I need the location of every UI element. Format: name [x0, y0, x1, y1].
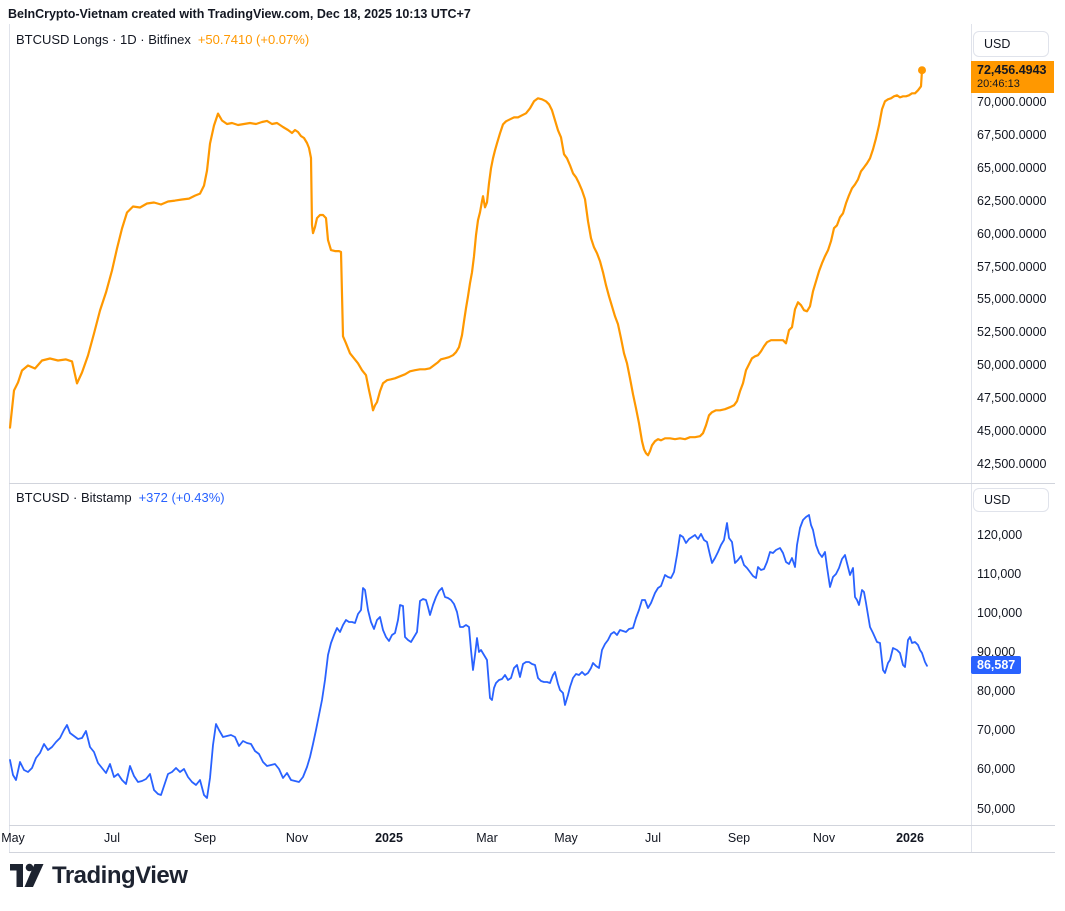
price-tick-label: 70,000	[977, 723, 1016, 738]
tradingview-logo-icon	[10, 863, 44, 889]
time-tick-label: May	[1, 831, 25, 845]
price-tick-label: 67,500.0000	[977, 127, 1047, 142]
price-tick-label: 60,000	[977, 762, 1016, 777]
pane2-change-value: +372 (+0.43%)	[138, 490, 225, 505]
price-tick-label: 42,500.0000	[977, 457, 1047, 471]
price-tick-label: 45,000.0000	[977, 424, 1047, 439]
price-tick-label: 120,000	[977, 527, 1023, 542]
price-tick-label: 55,000.0000	[977, 292, 1047, 307]
price-tick-label: 47,500.0000	[977, 391, 1047, 406]
price-tick-label: 60,000.0000	[977, 226, 1047, 241]
price-tick-label: 50,000.0000	[977, 358, 1047, 373]
btcusd-bitstamp-line	[9, 514, 928, 799]
price-tick-label: 70,000.0000	[977, 95, 1047, 109]
time-tick-label: Nov	[285, 831, 309, 845]
pane1-symbol-title: BTCUSD Longs · 1D · Bitfinex	[16, 32, 191, 47]
time-tick-label: Jul	[645, 831, 661, 845]
pane1-currency-button[interactable]: USD	[973, 31, 1049, 57]
widget-bottom-border	[9, 852, 1055, 853]
last-price-dot	[918, 66, 926, 75]
pane2-legend[interactable]: BTCUSD · Bitstamp +372 (+0.43%)	[16, 490, 225, 505]
pane2-symbol-title: BTCUSD · Bitstamp	[16, 490, 132, 505]
time-tick-label: Sep	[193, 831, 217, 845]
price-tick-label: 57,500.0000	[977, 259, 1047, 274]
price-tick-label: 65,000.0000	[977, 160, 1047, 175]
pane1-change-value: +50.7410 (+0.07%)	[197, 32, 310, 47]
tradingview-logo-text: TradingView	[52, 862, 188, 889]
time-axis-border	[9, 825, 1055, 826]
time-tick-label: 2026	[896, 831, 924, 845]
chart-plot-area[interactable]	[0, 0, 971, 853]
pane-left-border	[9, 24, 10, 853]
pane1-legend[interactable]: BTCUSD Longs · 1D · Bitfinex +50.7410 (+0…	[16, 32, 309, 47]
time-tick-label: Mar	[476, 831, 498, 845]
btcusd-longs-line	[8, 69, 924, 457]
pane2-last-price-label: 86,587	[971, 656, 1021, 675]
price-tick-label: 50,000	[977, 801, 1016, 816]
price-tick-label: 80,000	[977, 684, 1016, 699]
attribution-text: BeInCrypto-Vietnam created with TradingV…	[8, 7, 471, 21]
time-tick-label: May	[554, 831, 578, 845]
time-tick-label: Jul	[104, 831, 120, 845]
price-tick-label: 52,500.0000	[977, 325, 1047, 340]
time-tick-label: Sep	[727, 831, 751, 845]
pane2-currency-button[interactable]: USD	[973, 488, 1049, 512]
price-tick-label: 90,000	[977, 644, 1016, 659]
pane1-bar-countdown: 20:46:13	[977, 78, 1020, 91]
price-axis-border	[971, 24, 972, 853]
time-tick-label: 2025	[375, 831, 403, 845]
price-tick-label: 110,000	[977, 566, 1022, 581]
tradingview-logo[interactable]: TradingView	[10, 862, 188, 890]
price-tick-label: 100,000	[977, 605, 1023, 620]
pane-separator[interactable]	[9, 483, 1055, 484]
time-tick-label: Nov	[812, 831, 836, 845]
pane1-last-price: 72,456.4943	[977, 63, 1047, 78]
pane1-last-price-label: 72,456.4943 20:46:13	[971, 61, 1054, 94]
price-tick-label: 62,500.0000	[977, 193, 1047, 208]
